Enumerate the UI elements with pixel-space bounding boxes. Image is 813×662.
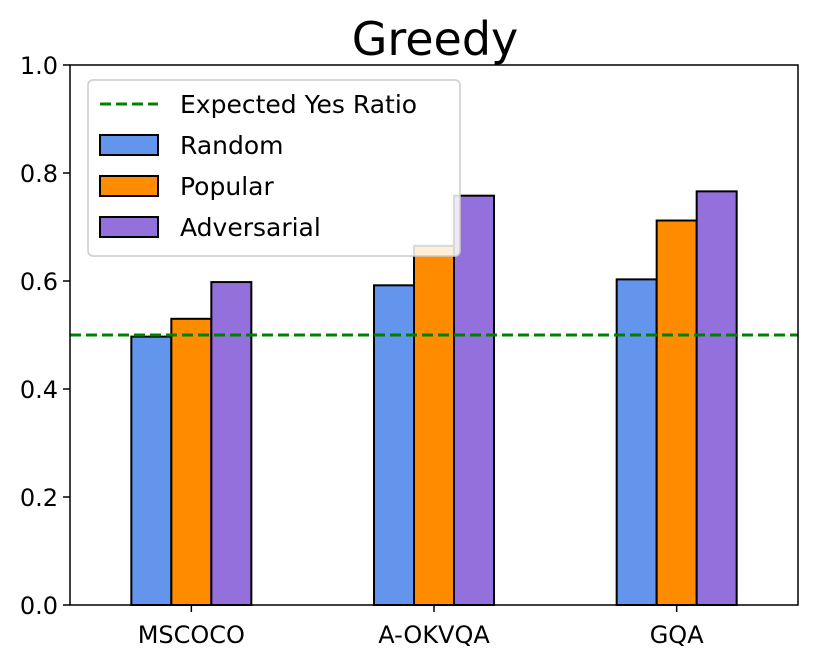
bar-popular-a-okvqa (413, 244, 455, 606)
chart-title: Greedy (352, 12, 519, 66)
legend-label: Random (180, 131, 284, 160)
y-tick-label: 0.0 (20, 592, 58, 620)
legend-box (87, 79, 461, 257)
axes-layer: MSCOCO A-OKVQA GQA 0.0 0.2 0.4 0.6 0.8 1.0 (20, 52, 799, 649)
y-tick-label: 0.8 (20, 160, 58, 188)
y-tick-label: 0.4 (20, 376, 58, 404)
legend-swatch-random (99, 134, 159, 156)
y-tick-label: 0.6 (20, 268, 58, 296)
bar-random-a-okvqa (373, 284, 415, 606)
bar-adversarial-gqa (695, 190, 738, 607)
y-tick-label: 1.0 (20, 52, 58, 80)
bar-adversarial-a-okvqa (453, 194, 495, 606)
legend-label: Popular (180, 172, 274, 201)
x-tick-label: MSCOCO (138, 621, 245, 649)
legend: Expected Yes Ratio Random Popular Adversari… (87, 79, 461, 257)
legend-label: Expected Yes Ratio (180, 90, 417, 119)
bar-random-gqa (615, 278, 658, 606)
bar-popular-mscoco (170, 317, 213, 606)
plot-frame (69, 64, 799, 606)
bar-adversarial-mscoco (210, 281, 253, 606)
x-tick-label: A-OKVQA (378, 621, 490, 649)
y-tick-label: 0.2 (20, 484, 58, 512)
bar-popular-gqa (655, 219, 698, 607)
legend-swatch-popular (99, 175, 159, 197)
legend-label: Adversarial (180, 213, 321, 242)
x-tick-label: GQA (650, 621, 704, 649)
bar-random-mscoco (130, 335, 173, 606)
bars-layer (130, 190, 738, 607)
legend-swatch-adversarial (99, 216, 159, 238)
